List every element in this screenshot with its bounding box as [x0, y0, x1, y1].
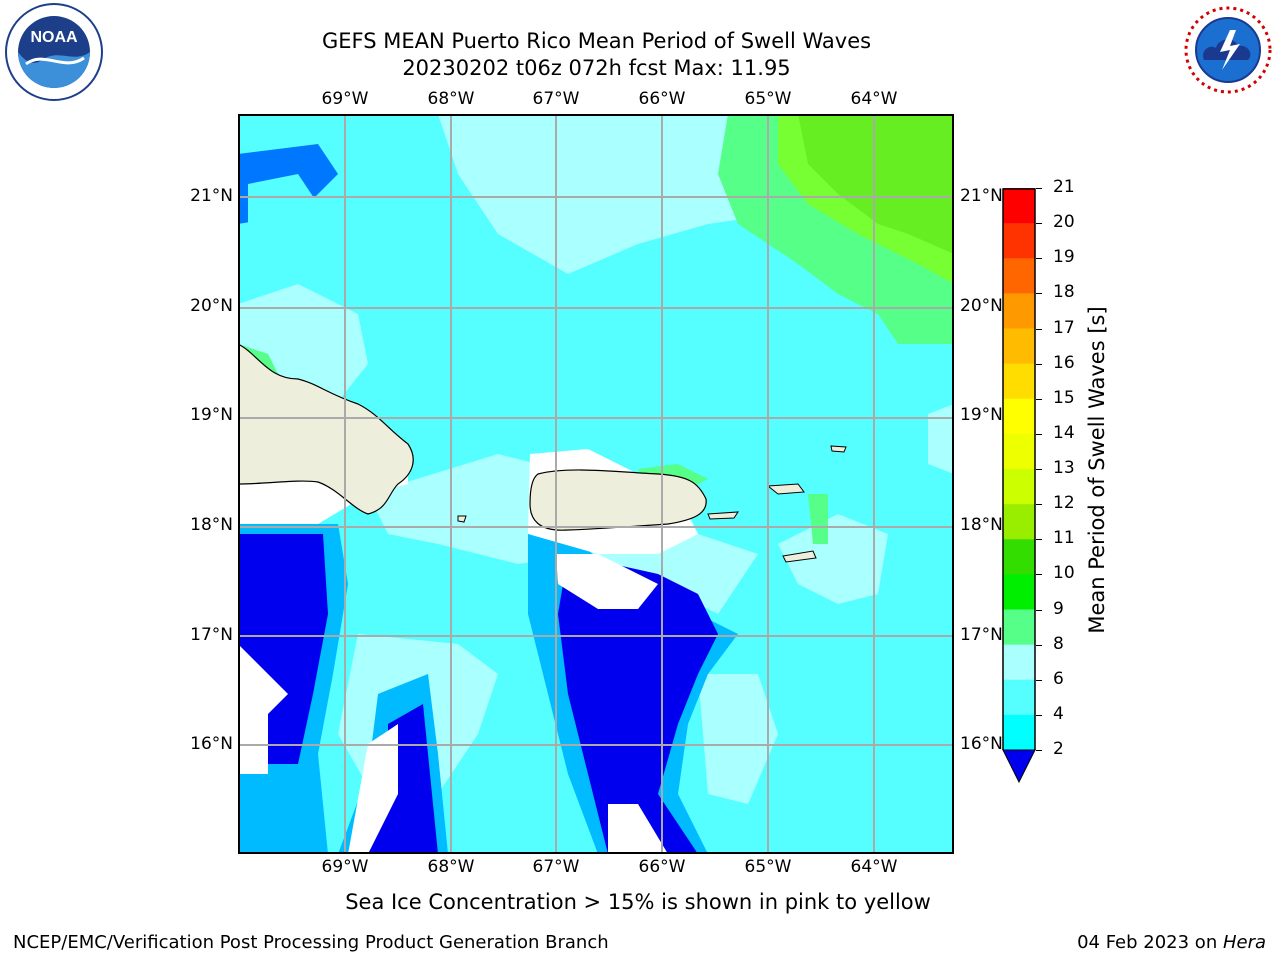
colorbar-tick-mark [1036, 223, 1042, 225]
lon-tick-bot-69: 69°W [321, 857, 369, 877]
swell-band-2-4-south [558, 554, 718, 854]
colorbar-tick-mark [1036, 293, 1042, 295]
noaa-logo-text: NOAA [30, 29, 78, 46]
colorbar-swatch [1003, 644, 1035, 681]
colorbar-tick-mark [1036, 539, 1042, 541]
colorbar-graphic [1002, 188, 1036, 784]
colorbar-tick-label: 8 [1053, 633, 1064, 654]
lat-tick-left-21: 21°N [190, 186, 233, 206]
lat-tick-right-17: 17°N [960, 625, 1003, 645]
colorbar-swatch [1003, 609, 1035, 646]
colorbar-tick-mark [1036, 504, 1042, 506]
footer-credit: NCEP/EMC/Verification Post Processing Pr… [13, 932, 609, 953]
colorbar-tick-mark [1036, 714, 1042, 716]
colorbar-extend-arrow [1002, 749, 1036, 784]
colorbar-tick-label: 9 [1053, 598, 1064, 619]
lat-tick-right-16: 16°N [960, 734, 1003, 754]
colorbar-tick-mark [1036, 188, 1042, 189]
colorbar-tick-label: 14 [1053, 422, 1075, 443]
colorbar-tick-label: 16 [1053, 352, 1075, 373]
colorbar-tick-label: 6 [1053, 668, 1064, 689]
footer-date-text: 04 Feb 2023 on [1077, 932, 1223, 953]
colorbar-tick-label: 18 [1053, 282, 1075, 303]
colorbar-swatch [1003, 398, 1035, 435]
lon-tick-bot-65: 65°W [744, 857, 792, 877]
colorbar-tick-mark [1036, 609, 1042, 611]
lon-tick-top-66: 66°W [638, 89, 686, 109]
title-line-1: GEFS MEAN Puerto Rico Mean Period of Swe… [321, 29, 872, 53]
noaa-logo: NOAA [4, 2, 104, 102]
colorbar-swatch [1003, 258, 1035, 294]
lon-tick-top-67: 67°W [532, 89, 580, 109]
lon-tick-top-64: 64°W [850, 89, 898, 109]
colorbar-tick-label: 20 [1053, 212, 1075, 233]
colorbar-tick-mark [1036, 679, 1042, 681]
lon-tick-bot-68: 68°W [427, 857, 475, 877]
colorbar-tick-mark [1036, 750, 1042, 751]
colorbar-tick-mark [1036, 469, 1042, 470]
lat-tick-left-17: 17°N [190, 625, 233, 645]
colorbar-swatch [1003, 574, 1035, 610]
map-plot [237, 114, 954, 854]
colorbar-swatch [1003, 363, 1035, 400]
lat-tick-right-18: 18°N [960, 515, 1003, 535]
lat-tick-left-16: 16°N [190, 734, 233, 754]
swell-band-8-9-east [778, 514, 888, 604]
colorbar-tick-label: 17 [1053, 317, 1075, 338]
colorbar [1002, 188, 1036, 784]
colorbar-tick-label: 10 [1053, 563, 1075, 584]
colorbar-swatch [1003, 504, 1035, 540]
colorbar-swatch [1003, 679, 1035, 716]
lat-tick-left-19: 19°N [190, 405, 233, 425]
colorbar-tick-label: 4 [1053, 703, 1064, 724]
lat-tick-right-20: 20°N [960, 296, 1003, 316]
colorbar-tick-label: 11 [1053, 528, 1075, 549]
lon-tick-top-69: 69°W [321, 89, 369, 109]
lon-tick-bot-67: 67°W [532, 857, 580, 877]
colorbar-tick-mark [1036, 258, 1042, 260]
colorbar-tick-mark [1036, 328, 1042, 330]
no-data-region [238, 644, 288, 774]
colorbar-tick-mark [1036, 433, 1042, 435]
lat-tick-left-20: 20°N [190, 296, 233, 316]
footer-host: Hera [1222, 932, 1266, 953]
lon-tick-top-68: 68°W [427, 89, 475, 109]
colorbar-swatch [1003, 714, 1035, 751]
colorbar-swatch [1003, 433, 1035, 470]
map-gridlines [238, 114, 954, 854]
lon-tick-bot-66: 66°W [638, 857, 686, 877]
hispaniola-land [237, 343, 414, 515]
colorbar-swatch [1003, 293, 1035, 329]
colorbar-tick-mark [1036, 398, 1042, 400]
colorbar-tick-label: 12 [1053, 493, 1075, 514]
colorbar-tick-label: 2 [1053, 739, 1064, 759]
colorbar-tick-label: 19 [1053, 247, 1075, 268]
lat-tick-left-18: 18°N [190, 515, 233, 535]
colorbar-swatch [1003, 328, 1035, 365]
swell-period-map [237, 114, 954, 854]
footer-date: 04 Feb 2023 on Hera [1077, 932, 1266, 953]
colorbar-tick-mark [1036, 363, 1042, 365]
title-line-2: 20230202 t06z 072h fcst Max: 11.95 [402, 56, 791, 80]
lon-tick-top-65: 65°W [744, 89, 792, 109]
lat-tick-right-19: 19°N [960, 405, 1003, 425]
colorbar-label: Mean Period of Swell Waves [s] [1085, 306, 1109, 634]
nws-logo [1178, 0, 1278, 100]
colorbar-swatch [1003, 223, 1035, 259]
colorbar-tick-label: 15 [1053, 387, 1075, 408]
colorbar-swatch [1003, 469, 1035, 505]
lon-tick-bot-64: 64°W [850, 857, 898, 877]
colorbar-swatch [1003, 188, 1035, 224]
lat-tick-right-21: 21°N [960, 186, 1003, 206]
colorbar-tick-label: 13 [1053, 458, 1075, 478]
colorbar-swatch [1003, 539, 1035, 575]
colorbar-tick-label: 21 [1053, 177, 1075, 197]
sea-ice-caption: Sea Ice Concentration > 15% is shown in … [345, 890, 931, 914]
colorbar-tick-mark [1036, 574, 1042, 576]
colorbar-tick-mark [1036, 644, 1042, 646]
